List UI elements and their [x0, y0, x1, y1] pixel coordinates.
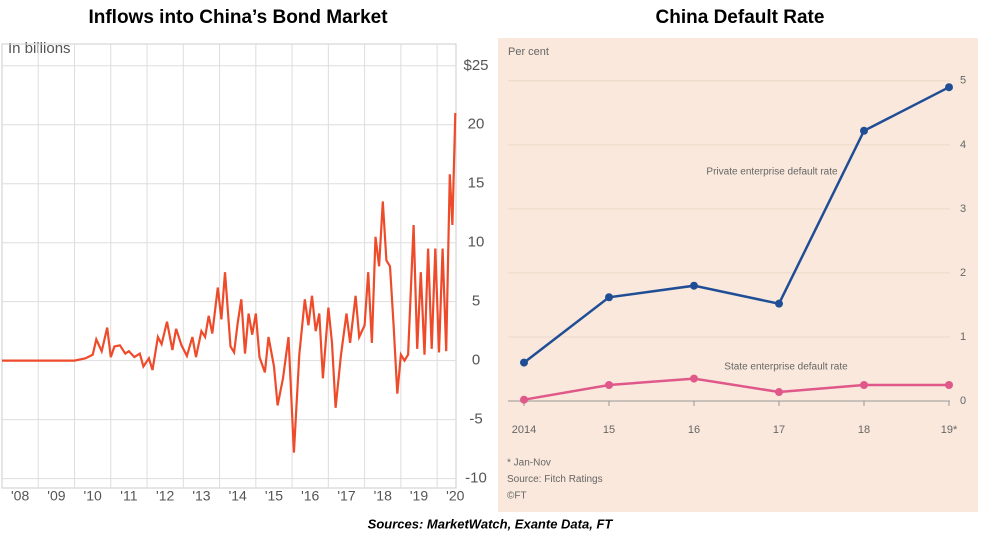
plot-frame: [1, 43, 457, 489]
x-tick-label: '08: [11, 488, 29, 504]
point: [775, 388, 783, 397]
point: [605, 293, 613, 302]
x-tick-label: '16: [301, 488, 319, 504]
x-tick-label: '11: [120, 488, 137, 504]
source: Sources: MarketWatch, Exante Data, FT: [368, 516, 614, 531]
point: [520, 358, 528, 367]
x-tick-label: '10: [84, 488, 102, 504]
y-tick-label: 15: [468, 175, 485, 192]
x-tick-label: '18: [374, 488, 392, 504]
x-tick-label: '12: [156, 488, 174, 504]
point: [690, 281, 698, 290]
chart-title: China Default Rate: [656, 7, 825, 28]
x-tick-label: '19: [410, 488, 428, 504]
point: [605, 380, 613, 389]
y-axis-label: In billions: [8, 40, 71, 57]
y-axis-label: Per cent: [508, 46, 549, 58]
y-tick-label: 5: [960, 75, 966, 87]
x-tick-label: '13: [192, 488, 210, 504]
x-tick-label: 19*: [941, 424, 958, 436]
point: [775, 299, 783, 308]
chart-title: Inflows into China’s Bond Market: [88, 7, 388, 28]
x-tick-label: '20: [446, 488, 464, 504]
y-tick-label: 20: [468, 116, 485, 133]
series-line: [523, 377, 949, 401]
y-tick-label: $25: [463, 57, 488, 74]
note: * Jan-Nov: [507, 458, 551, 469]
y-tick-label: -5: [469, 411, 482, 428]
note: Source: Fitch Ratings: [507, 474, 603, 485]
point: [520, 395, 528, 404]
y-tick-label: 3: [960, 203, 966, 215]
x-tick-label: 15: [603, 424, 615, 436]
data-line: [2, 112, 457, 453]
x-tick-label: 17: [773, 424, 785, 436]
series-label: State enterprise default rate: [724, 362, 848, 373]
x-tick-label: '15: [265, 488, 283, 504]
y-tick-label: 5: [472, 293, 480, 310]
y-tick-label: 0: [960, 395, 966, 407]
y-tick-label: 4: [960, 139, 966, 151]
x-tick-label: '09: [47, 488, 65, 504]
y-tick-label: -10: [465, 470, 487, 487]
point: [945, 380, 953, 389]
x-tick-label: 16: [688, 424, 700, 436]
series-label: Private enterprise default rate: [706, 167, 838, 178]
note: ©FT: [507, 491, 527, 502]
point: [945, 83, 953, 92]
x-tick-label: '14: [229, 488, 247, 504]
y-tick-label: 2: [960, 267, 966, 279]
y-tick-label: 0: [472, 352, 480, 369]
y-tick-label: 10: [468, 234, 485, 251]
series-line: [523, 86, 950, 364]
x-tick-label: '17: [337, 488, 355, 504]
y-tick-label: 1: [960, 331, 966, 343]
x-tick-label: 18: [858, 424, 870, 436]
panel-background: [498, 38, 978, 512]
x-tick-label: 2014: [512, 424, 536, 436]
point: [860, 380, 868, 389]
point: [690, 374, 698, 383]
point: [860, 126, 868, 135]
